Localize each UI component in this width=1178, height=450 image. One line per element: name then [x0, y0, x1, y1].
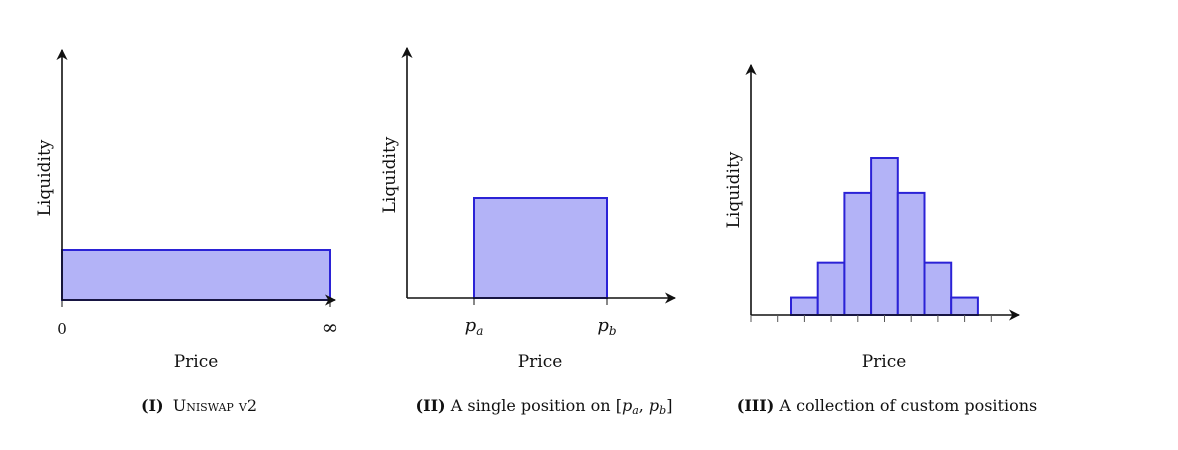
x-axis-label: Price — [862, 352, 907, 372]
y-axis-label: Liquidity — [724, 151, 744, 228]
histogram-bars — [790, 157, 979, 316]
histogram-bar — [950, 296, 979, 316]
caption-panel-1: (I) Uniswap v2 — [141, 396, 257, 415]
panel-custom-positions: Liquidity Price (III) A collection of cu… — [724, 63, 1037, 415]
caption-panel-3: (III) A collection of custom positions — [737, 396, 1037, 415]
histogram-bar — [896, 191, 926, 316]
caption-panel-2: (II) A single position on [pa, pb] — [416, 396, 673, 417]
x-axis-ticks — [750, 315, 992, 322]
panel-uniswap-v2: 0 ∞ Liquidity Price (I) Uniswap v2 — [35, 48, 339, 415]
histogram-bar — [923, 261, 953, 316]
tick-label-pb: pb — [597, 315, 616, 338]
histogram-bar — [843, 191, 873, 316]
tick-label-pa: pa — [465, 315, 484, 338]
liquidity-bar-full-range — [61, 249, 331, 301]
histogram-bar — [870, 157, 899, 316]
y-axis-label: Liquidity — [35, 139, 55, 216]
histogram-bar — [816, 261, 846, 316]
panel-single-position: pa pb Liquidity Price (II) A single posi… — [380, 46, 677, 417]
y-axis-label: Liquidity — [380, 136, 400, 213]
tick-label-zero: 0 — [57, 320, 67, 338]
x-axis-label: Price — [518, 352, 563, 372]
tick-label-infinity: ∞ — [322, 315, 339, 339]
histogram-bar — [790, 296, 819, 316]
x-axis-label: Price — [174, 352, 219, 372]
liquidity-bar-position — [473, 197, 608, 299]
